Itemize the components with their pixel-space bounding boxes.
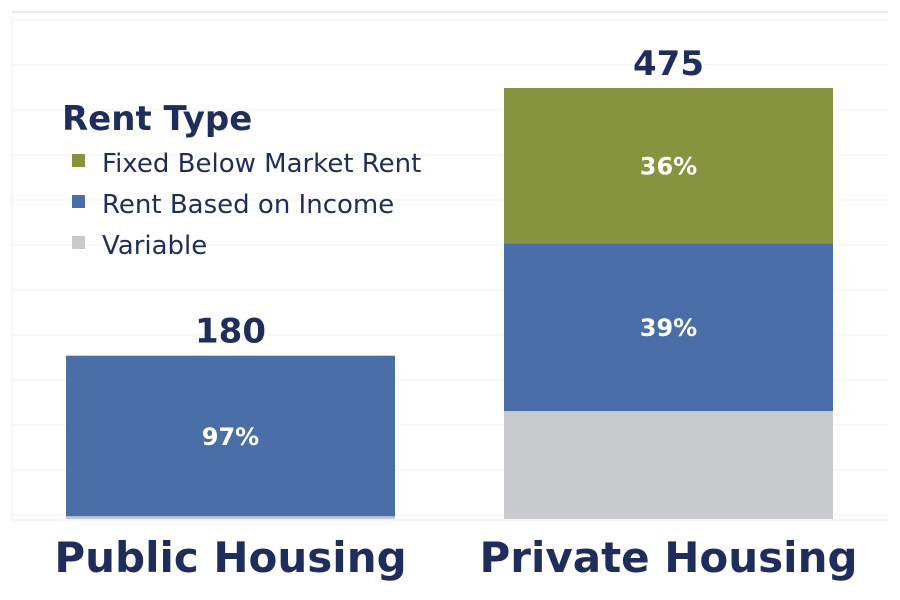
segment-label-private-housing-rent-based-on-income: 39% xyxy=(640,314,697,342)
legend: Rent Type Fixed Below Market Rent Rent B… xyxy=(62,99,421,261)
total-label-public-housing: 180 xyxy=(195,312,266,352)
bar-private-housing-variable xyxy=(504,411,833,519)
labels: 97% 180 Public Housing 39% 36% 475 Private Hou… xyxy=(54,44,857,582)
legend-swatch-variable xyxy=(72,236,85,249)
legend-label-fixed: Fixed Below Market Rent xyxy=(102,149,421,179)
bar-private-housing-fixed-below-market-rent xyxy=(504,88,833,244)
category-label-private-housing: Private Housing xyxy=(479,533,857,582)
legend-label-variable: Variable xyxy=(102,231,207,261)
legend-swatch-income xyxy=(72,195,85,208)
bar-public-housing-variable xyxy=(66,516,395,519)
legend-swatch-fixed xyxy=(72,154,85,167)
total-label-private-housing: 475 xyxy=(633,44,704,84)
segment-label-public-housing-rent-based-on-income: 97% xyxy=(202,423,259,451)
bar-private-housing-rent-based-on-income xyxy=(504,243,833,412)
legend-label-income: Rent Based on Income xyxy=(102,190,394,220)
legend-title: Rent Type xyxy=(62,99,252,139)
category-label-public-housing: Public Housing xyxy=(54,533,406,582)
segment-label-private-housing-fixed-below-market-rent: 36% xyxy=(640,153,697,181)
bar-public-housing-rent-based-on-income xyxy=(66,355,395,517)
bars xyxy=(66,88,833,519)
